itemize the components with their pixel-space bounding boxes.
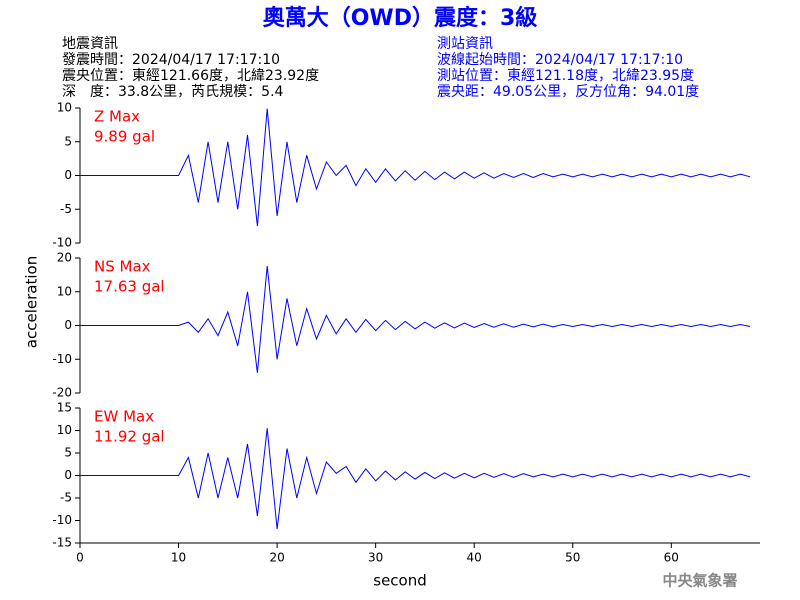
y-tick-label: -20 bbox=[52, 386, 72, 400]
x-tick-label: 50 bbox=[565, 551, 580, 565]
info-left: 深 度：33.8公里，芮氏規模：5.4 bbox=[62, 83, 284, 100]
y-tick-label: -15 bbox=[52, 536, 72, 550]
max-label: EW Max bbox=[94, 408, 154, 426]
info-right: 波線起始時間：2024/04/17 17:17:10 bbox=[437, 52, 683, 68]
info-left: 地震資訊 bbox=[62, 36, 118, 52]
y-tick-label: 5 bbox=[64, 134, 72, 148]
agency: 中央氣象署 bbox=[662, 572, 737, 590]
y-tick-label: -10 bbox=[52, 236, 72, 250]
y-tick-label: 0 bbox=[64, 468, 72, 482]
y-tick-label: -10 bbox=[52, 513, 72, 527]
y-tick-label: 10 bbox=[57, 101, 72, 115]
y-axis-label: acceleration bbox=[23, 256, 41, 348]
info-left: 震央位置：東經121.66度，北緯23.92度 bbox=[62, 68, 319, 84]
info-left: 發震時間：2024/04/17 17:17:10 bbox=[62, 52, 280, 68]
x-tick-label: 0 bbox=[76, 551, 84, 565]
y-tick-label: -10 bbox=[52, 352, 72, 366]
x-tick-label: 30 bbox=[368, 551, 383, 565]
y-tick-label: 15 bbox=[57, 401, 72, 415]
y-tick-label: 5 bbox=[64, 446, 72, 460]
y-tick-label: 10 bbox=[57, 423, 72, 437]
y-tick-label: -5 bbox=[60, 202, 72, 216]
max-value: 11.92 gal bbox=[94, 428, 165, 446]
y-tick-label: 0 bbox=[64, 318, 72, 332]
info-right: 測站位置：東經121.18度，北緯23.95度 bbox=[437, 68, 694, 84]
x-tick-label: 60 bbox=[664, 551, 679, 565]
max-label: Z Max bbox=[94, 108, 140, 126]
y-tick-label: 20 bbox=[57, 251, 72, 265]
x-axis-label: second bbox=[373, 572, 427, 590]
info-right: 震央距：49.05公里，反方位角：94.01度 bbox=[437, 84, 699, 100]
max-value: 9.89 gal bbox=[94, 128, 155, 146]
info-right: 測站資訊 bbox=[437, 36, 493, 52]
y-tick-label: 10 bbox=[57, 284, 72, 298]
waveform bbox=[80, 265, 751, 373]
max-value: 17.63 gal bbox=[94, 278, 165, 296]
title: 奧萬大（OWD）震度：3級 bbox=[263, 5, 538, 31]
y-tick-label: 0 bbox=[64, 168, 72, 182]
x-tick-label: 10 bbox=[171, 551, 186, 565]
max-label: NS Max bbox=[94, 258, 151, 276]
waveform bbox=[80, 108, 751, 227]
waveform bbox=[80, 428, 751, 530]
y-tick-label: -5 bbox=[60, 491, 72, 505]
x-tick-label: 20 bbox=[269, 551, 284, 565]
x-tick-label: 40 bbox=[467, 551, 482, 565]
